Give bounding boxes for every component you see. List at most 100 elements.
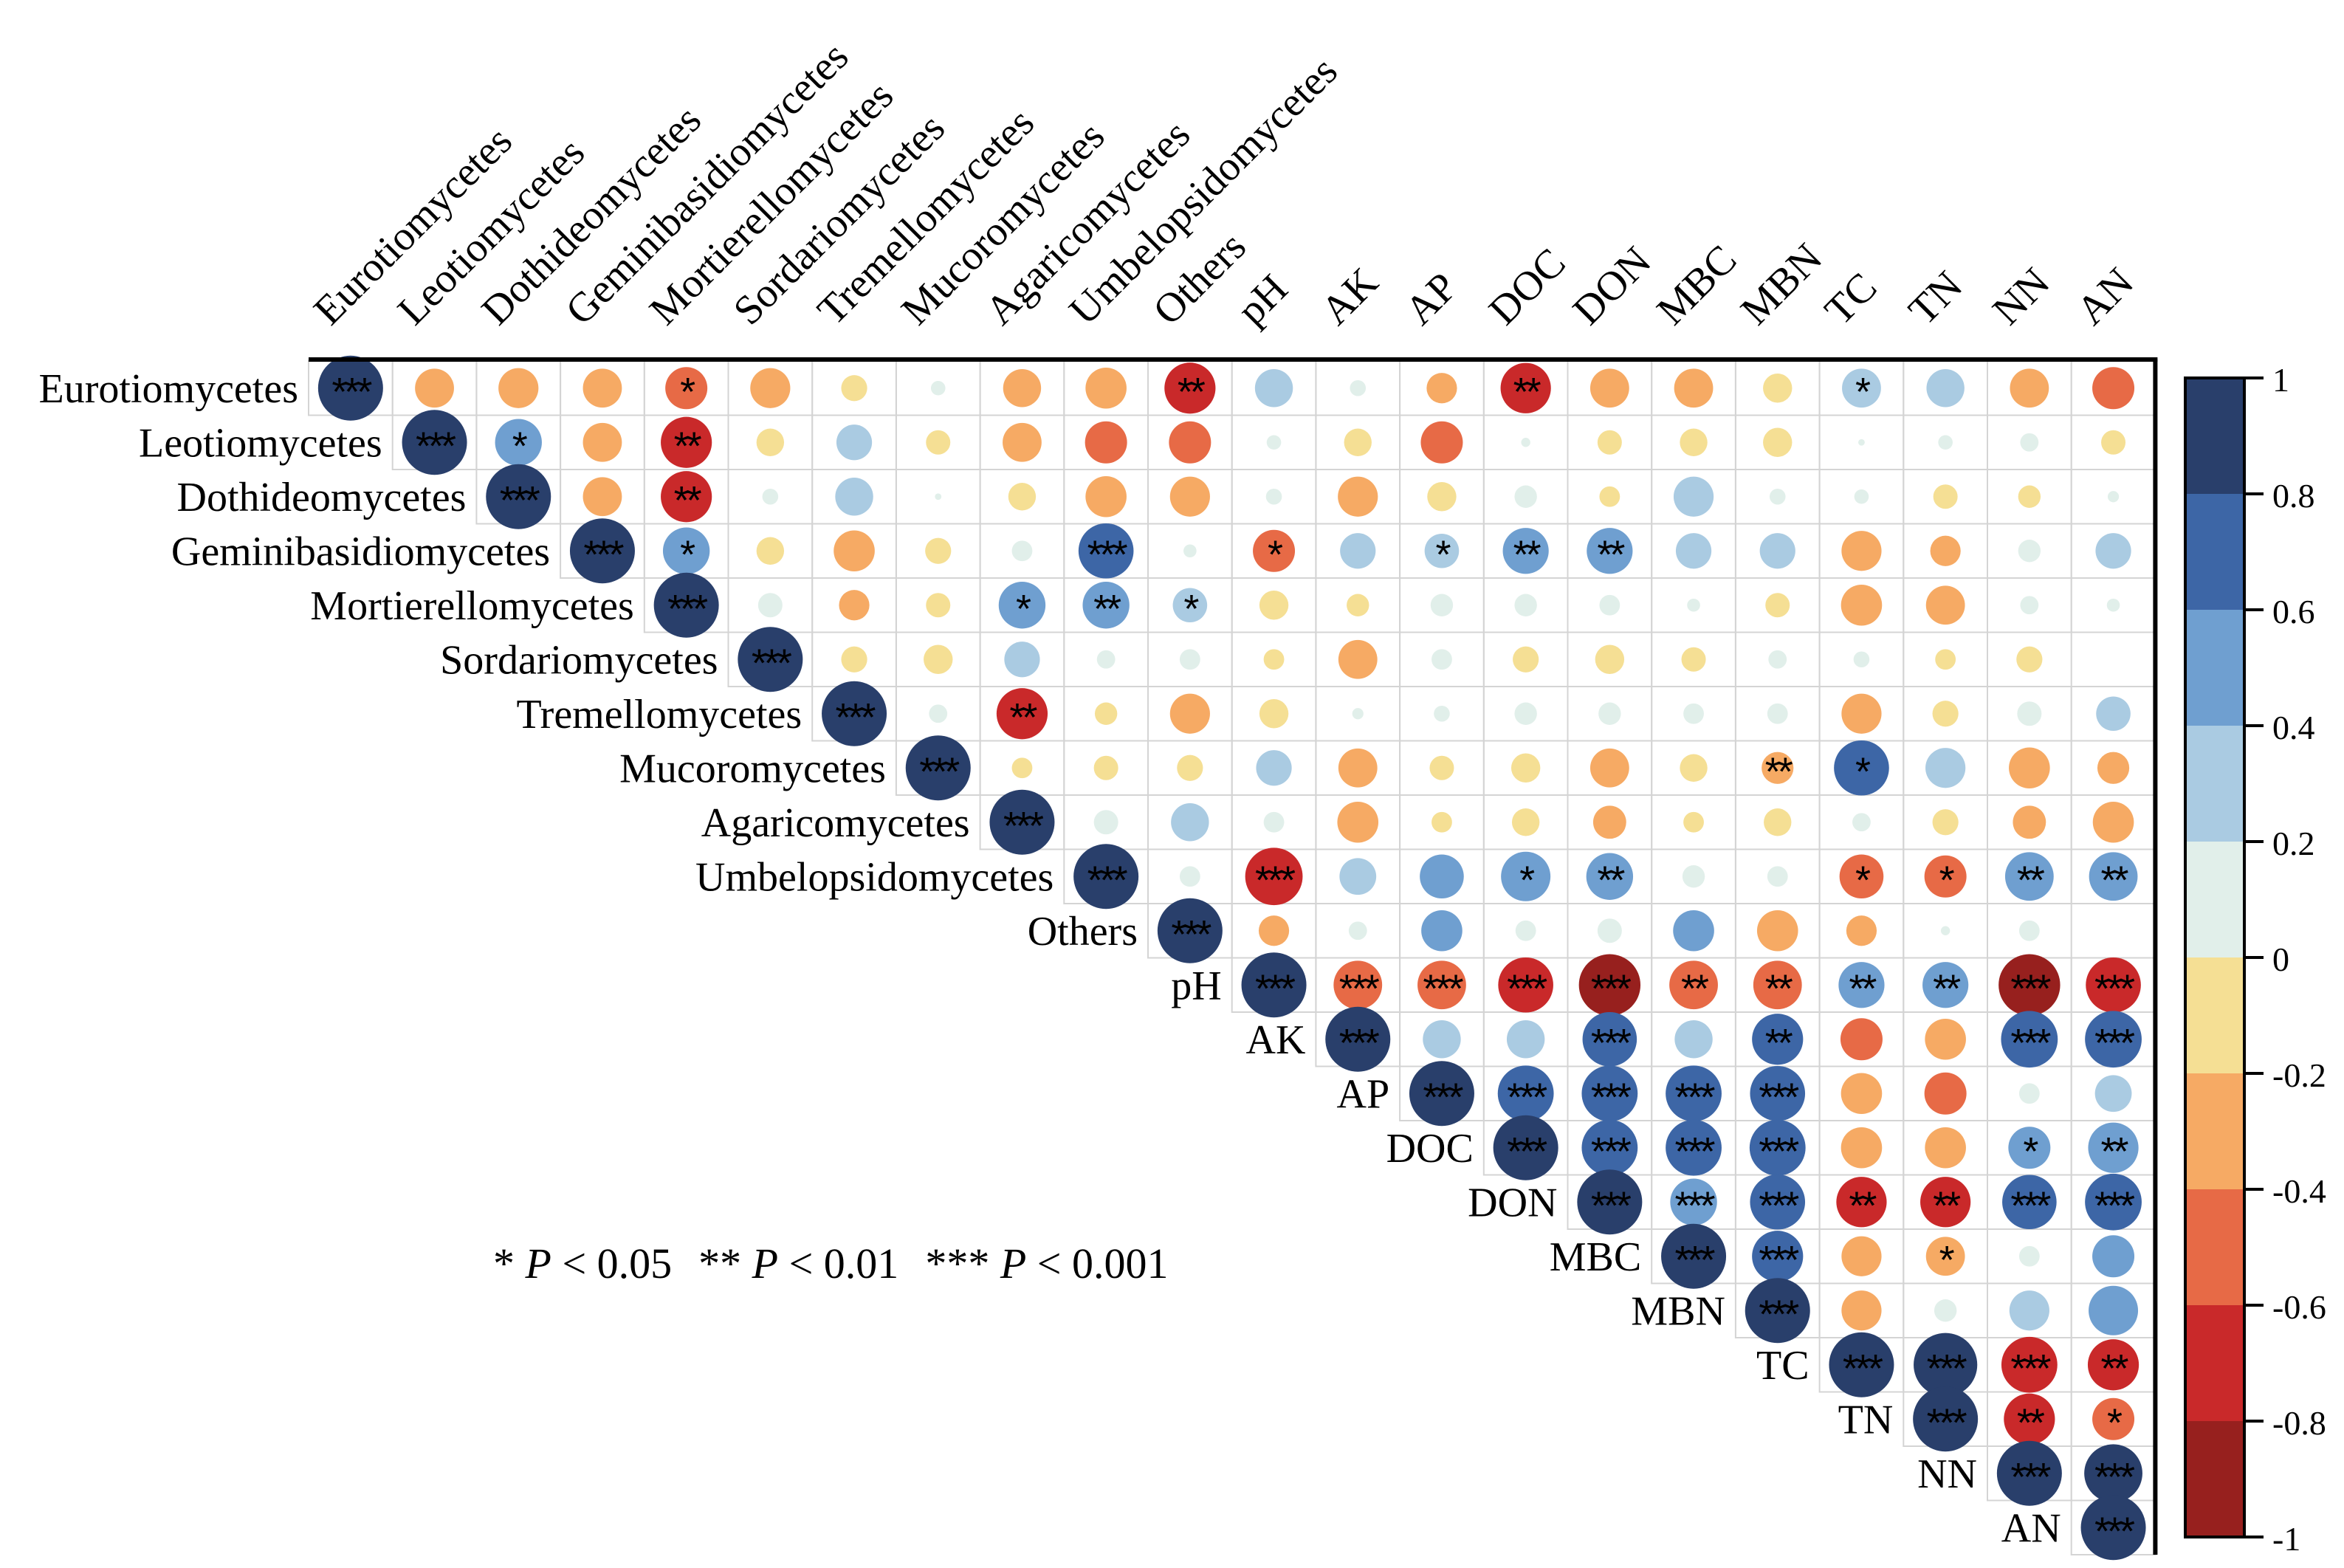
legend-p-symbol: P xyxy=(1000,1239,1026,1287)
colorbar-segment xyxy=(2185,378,2244,495)
sig-mark-DOC-DON: *** xyxy=(1591,1129,1632,1174)
corr-circle-Leotiomycetes-DON xyxy=(1597,430,1622,455)
sig-mark-Geminibasidiomycetes-Umbelopsidomycetes: *** xyxy=(1087,532,1128,577)
legend-stars: * xyxy=(493,1239,526,1287)
sig-mark-NN-NN: *** xyxy=(2010,1455,2051,1499)
corr-circle-Dothideomycetes-NN xyxy=(2018,485,2041,508)
row-label-MBC: MBC xyxy=(1550,1234,1642,1280)
corr-circle-Agaricomycetes-MBN xyxy=(1764,808,1792,836)
corr-circle-Others-MBC xyxy=(1673,909,1714,952)
sig-mark-DON-DON: *** xyxy=(1591,1183,1632,1228)
corr-circle-Geminibasidiomycetes-MBN xyxy=(1759,533,1795,569)
corr-circle-Mucoromycetes-Umbelopsidomycetes xyxy=(1093,755,1118,780)
corr-circle-Umbelopsidomycetes-Others xyxy=(1179,866,1200,887)
corr-circle-Eurotiomycetes-MBN xyxy=(1763,374,1793,403)
legend-stars: *** xyxy=(925,1239,1000,1287)
corr-circle-Tremellomycetes-AK xyxy=(1352,708,1364,720)
corr-circle-Geminibasidiomycetes-Agaricomycetes xyxy=(1011,540,1033,562)
corr-circle-Leotiomycetes-Tremellomycetes xyxy=(836,424,873,461)
colorbar-segment xyxy=(2185,1189,2244,1306)
row-label-NN: NN xyxy=(1917,1451,1977,1497)
sig-mark-pH-AK: *** xyxy=(1339,966,1380,1011)
corr-circle-Mucoromycetes-TC xyxy=(1834,740,1889,796)
sig-mark-pH-MBN: ** xyxy=(1765,966,1793,1011)
corr-circle-Leotiomycetes-pH xyxy=(1266,435,1282,450)
corr-circle-Agaricomycetes-Others xyxy=(1171,803,1209,842)
corr-circle-Others-MBN xyxy=(1756,909,1798,952)
corr-circle-Others-Others xyxy=(1157,898,1223,963)
corr-circle-Mortierellomycetes-Tremellomycetes xyxy=(839,590,870,621)
corr-circle-Agaricomycetes-AN xyxy=(2092,801,2134,843)
sig-mark-AK-NN: *** xyxy=(2010,1021,2051,1065)
corr-circle-Tremellomycetes-NN xyxy=(2017,701,2042,726)
corr-circle-Sordariomycetes-DOC xyxy=(1513,646,1539,673)
corr-circle-pH-MBC xyxy=(1669,960,1718,1010)
corr-circle-Eurotiomycetes-Leotiomycetes xyxy=(415,368,454,408)
corr-circle-Eurotiomycetes-pH xyxy=(1254,369,1293,408)
corr-circle-Tremellomycetes-Others xyxy=(1169,693,1210,734)
corr-circle-Umbelopsidomycetes-DOC xyxy=(1501,851,1551,901)
corr-circle-Dothideomycetes-TC xyxy=(1854,489,1869,504)
sig-mark-Tremellomycetes-Agaricomycetes: ** xyxy=(1009,695,1037,740)
sig-mark-Umbelopsidomycetes-pH: *** xyxy=(1255,858,1296,902)
corr-circle-Dothideomycetes-TN xyxy=(1933,484,1958,509)
sig-mark-Geminibasidiomycetes-Geminibasidiomycetes: *** xyxy=(583,532,624,577)
col-label-AP: AP xyxy=(1396,264,1465,334)
corr-circle-AP-DON xyxy=(1581,1065,1638,1122)
row-label-AK: AK xyxy=(1246,1017,1306,1063)
corr-circle-Tremellomycetes-TC xyxy=(1841,693,1882,734)
corr-circle-Sordariomycetes-Sordariomycetes xyxy=(738,627,803,692)
corr-circle-Eurotiomycetes-DON xyxy=(1589,368,1629,408)
corr-circle-Dothideomycetes-Dothideomycetes xyxy=(486,464,551,529)
corr-circle-Dothideomycetes-AN xyxy=(2107,491,2120,503)
corr-circle-Mortierellomycetes-MBN xyxy=(1765,593,1790,618)
corr-circle-AK-NN xyxy=(2001,1011,2058,1068)
colorbar: 1 0.8 0.6 0.4 0.2 0 -0.2 -0.4 -0.6 -0.8 -1 xyxy=(2184,361,2326,1558)
corr-circle-DOC-NN xyxy=(2008,1127,2051,1169)
corr-circle-pH-TC xyxy=(1838,962,1885,1008)
colorbar-tick-label: 0.2 xyxy=(2272,825,2315,862)
corr-circle-Sordariomycetes-Umbelopsidomycetes xyxy=(1096,650,1116,669)
corr-circle-Geminibasidiomycetes-Mucoromycetes xyxy=(925,537,952,564)
corr-circle-Others-AK xyxy=(1348,921,1367,941)
corr-circle-Agaricomycetes-DOC xyxy=(1511,808,1540,836)
corr-circle-Geminibasidiomycetes-DON xyxy=(1587,528,1633,574)
sig-mark-Eurotiomycetes-Eurotiomycetes: *** xyxy=(331,370,372,414)
corr-circle-Geminibasidiomycetes-NN xyxy=(2018,540,2041,563)
corr-circle-MBN-NN xyxy=(2009,1290,2049,1331)
corr-circle-Umbelopsidomycetes-TC xyxy=(1839,854,1884,899)
corr-circle-Mucoromycetes-pH xyxy=(1256,750,1292,786)
corr-circle-DON-NN xyxy=(2002,1175,2057,1230)
corr-circle-DON-DON xyxy=(1577,1169,1643,1235)
corr-circle-Agaricomycetes-Umbelopsidomycetes xyxy=(1093,810,1118,835)
corr-circle-MBC-TC xyxy=(1841,1236,1882,1276)
corr-circle-Leotiomycetes-Sordariomycetes xyxy=(756,428,785,456)
sig-mark-AP-DOC: *** xyxy=(1507,1075,1547,1119)
corr-circle-Geminibasidiomycetes-AK xyxy=(1340,533,1376,569)
sig-mark-DOC-DOC: *** xyxy=(1507,1129,1547,1174)
corr-circle-AK-AP xyxy=(1423,1020,1461,1059)
sig-mark-pH-TC: ** xyxy=(1849,966,1877,1011)
row-label-Umbelopsidomycetes: Umbelopsidomycetes xyxy=(695,854,1054,900)
corr-circle-Mortierellomycetes-pH xyxy=(1259,591,1289,620)
corr-circle-AK-TC xyxy=(1840,1018,1883,1061)
sig-mark-DOC-AN: ** xyxy=(2101,1129,2129,1174)
corr-circle-Agaricomycetes-MBC xyxy=(1683,811,1704,833)
sig-mark-Agaricomycetes-Agaricomycetes: *** xyxy=(1003,804,1044,848)
corr-circle-Mucoromycetes-AP xyxy=(1429,755,1454,780)
col-label-DOC: DOC xyxy=(1480,240,1574,334)
corr-circle-Tremellomycetes-Mucoromycetes xyxy=(929,704,948,723)
row-label-Dothideomycetes: Dothideomycetes xyxy=(177,475,467,520)
corr-circle-Eurotiomycetes-AN xyxy=(2092,367,2135,410)
corr-circle-Tremellomycetes-MBN xyxy=(1767,703,1788,724)
corr-circle-Others-AP xyxy=(1421,909,1463,952)
corr-circle-TC-AN xyxy=(2087,1339,2139,1391)
corr-circle-Sordariomycetes-MBN xyxy=(1768,650,1787,669)
corr-circle-Sordariomycetes-TN xyxy=(1935,649,1956,670)
corr-circle-Others-TC xyxy=(1846,915,1877,946)
sig-mark-AN-AN: *** xyxy=(2094,1509,2135,1553)
variable-labels: EurotiomycetesEurotiomycetesLeotiomycete… xyxy=(39,33,2143,1551)
sig-mark-Umbelopsidomycetes-Umbelopsidomycetes: *** xyxy=(1087,858,1128,902)
corr-circle-Sordariomycetes-DON xyxy=(1595,644,1625,674)
